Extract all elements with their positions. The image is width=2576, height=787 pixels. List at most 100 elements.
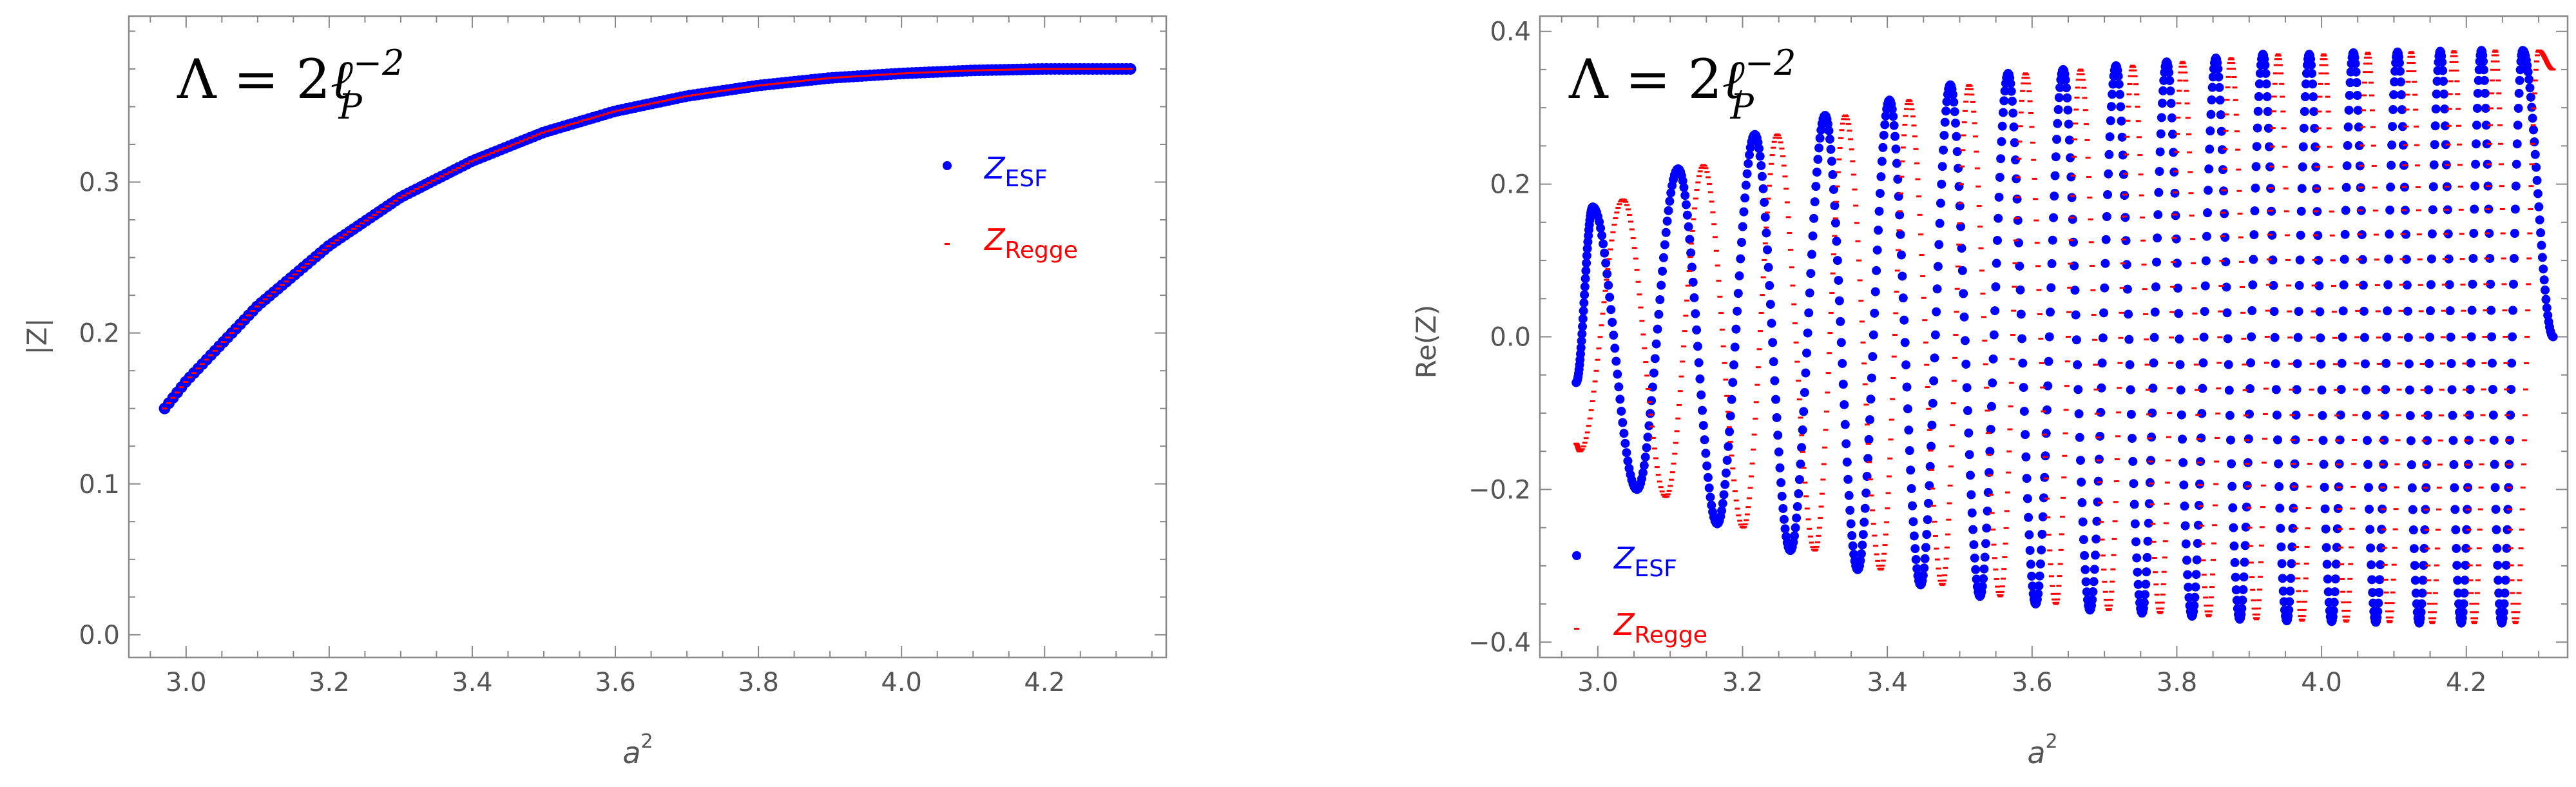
esf-data-point <box>1988 354 1998 364</box>
regge-data-point <box>2285 258 2291 261</box>
regge-data-point <box>2265 284 2271 286</box>
regge-data-point <box>1892 334 1898 336</box>
esf-data-point <box>2035 571 2044 581</box>
regge-data-point <box>1966 84 1972 86</box>
regge-data-point <box>2262 438 2267 440</box>
regge-data-point <box>959 70 965 72</box>
regge-data-point <box>1945 533 1951 536</box>
regge-data-point <box>2320 58 2325 61</box>
regge-data-point <box>1629 228 1635 231</box>
esf-data-point <box>2122 284 2132 294</box>
esf-data-point <box>1602 269 1612 278</box>
esf-data-point <box>2124 309 2133 319</box>
regge-data-point <box>1669 471 1675 474</box>
regge-data-point <box>687 94 693 97</box>
regge-data-point <box>884 73 890 75</box>
regge-data-point <box>342 233 348 236</box>
regge-data-point <box>2062 454 2068 457</box>
regge-data-point <box>2168 362 2174 364</box>
regge-data-point <box>175 391 180 394</box>
esf-data-point <box>2200 307 2209 316</box>
regge-data-point <box>1886 475 1892 478</box>
regge-data-point <box>1788 249 1794 251</box>
esf-data-point <box>1809 213 1819 223</box>
esf-data-point <box>2038 512 2048 521</box>
esf-data-point <box>1736 254 1745 264</box>
regge-data-point <box>2387 621 2392 624</box>
esf-data-point <box>1760 197 1769 207</box>
regge-data-point <box>1658 486 1664 489</box>
regge-data-point <box>779 82 785 84</box>
regge-data-point <box>2437 463 2443 466</box>
regge-data-point <box>695 93 701 96</box>
esf-data-point <box>2021 430 2030 440</box>
regge-data-point <box>2145 389 2151 391</box>
regge-data-point <box>2258 544 2264 547</box>
regge-data-point <box>2372 209 2378 212</box>
regge-data-point <box>2138 173 2144 176</box>
esf-data-point <box>2128 434 2137 443</box>
regge-data-point <box>2079 70 2084 72</box>
regge-data-point <box>2507 529 2513 531</box>
esf-data-point <box>2530 137 2539 147</box>
esf-data-point <box>2222 308 2232 318</box>
regge-data-point <box>2425 564 2431 567</box>
esf-data-point <box>2408 525 2418 535</box>
esf-data-point <box>2073 360 2082 369</box>
esf-data-point <box>1954 164 1963 173</box>
regge-data-point <box>242 318 247 321</box>
esf-data-point <box>2097 383 2106 393</box>
regge-data-point <box>548 129 554 131</box>
regge-data-point <box>2359 164 2365 167</box>
regge-data-point <box>1823 429 1829 431</box>
regge-data-point <box>2157 612 2163 614</box>
regge-data-point <box>2004 510 2010 512</box>
regge-data-point <box>1044 68 1050 70</box>
regge-data-point <box>2506 486 2512 489</box>
regge-data-point <box>2241 337 2247 340</box>
regge-data-point <box>2002 556 2008 558</box>
regge-data-point <box>1944 546 1950 549</box>
esf-data-point <box>2222 282 2231 292</box>
regge-data-point <box>2175 133 2180 135</box>
esf-data-point <box>2398 122 2407 131</box>
regge-data-point <box>1995 590 2001 593</box>
regge-data-point <box>2394 486 2399 489</box>
regge-data-point <box>1896 249 1901 251</box>
esf-data-point <box>1682 210 1692 220</box>
regge-data-point <box>1919 254 1925 257</box>
regge-data-point <box>976 69 982 72</box>
esf-data-point <box>2261 68 2271 78</box>
regge-data-point <box>2025 83 2031 85</box>
regge-data-point <box>565 124 571 126</box>
regge-data-point <box>2166 412 2172 414</box>
esf-data-point <box>2246 358 2256 367</box>
regge-data-point <box>1119 68 1125 70</box>
regge-data-point <box>1939 583 1945 586</box>
esf-data-point <box>2249 230 2259 240</box>
regge-data-point <box>397 197 403 199</box>
x-tick-label: 4.2 <box>1024 668 1065 697</box>
esf-data-point <box>1774 447 1783 457</box>
esf-data-point <box>1838 358 1847 368</box>
regge-data-point <box>2271 110 2276 113</box>
esf-data-point <box>2338 333 2347 342</box>
esf-data-point <box>1622 448 1631 458</box>
regge-data-point <box>2423 509 2429 511</box>
regge-data-point <box>1716 280 1722 282</box>
regge-data-point <box>527 137 533 139</box>
regge-data-point <box>2438 414 2444 416</box>
regge-data-point <box>2532 92 2537 95</box>
regge-data-point <box>557 126 562 129</box>
regge-data-point <box>1915 178 1921 180</box>
esf-data-point <box>1792 513 1802 523</box>
regge-data-point <box>439 175 445 178</box>
esf-data-point <box>1682 200 1691 209</box>
esf-data-point <box>1870 308 1879 318</box>
regge-data-point <box>2500 232 2506 235</box>
regge-data-point <box>2518 547 2524 550</box>
esf-data-point <box>1878 142 1888 152</box>
esf-data-point <box>1745 150 1754 160</box>
regge-data-point <box>1973 135 1979 138</box>
esf-data-point <box>1756 160 1766 170</box>
